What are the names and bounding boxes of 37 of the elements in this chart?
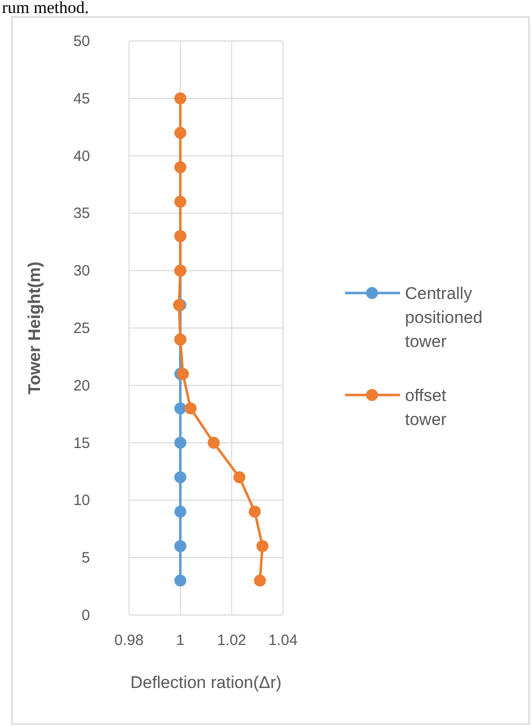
text: rum method.: [2, 0, 89, 17]
y-tick-label: 30: [73, 262, 90, 280]
x-tick-label: 1.02: [217, 632, 246, 649]
y-tick-label: 35: [73, 205, 90, 222]
y-tick-label: 15: [73, 434, 90, 452]
point: [174, 126, 186, 139]
y-tick-label: 45: [73, 90, 90, 108]
y-tick-label: 0: [82, 607, 90, 624]
x-tick-label: 1: [176, 632, 185, 649]
x-axis-title: Deflection ration(Δr): [130, 673, 282, 692]
point: [176, 368, 189, 380]
legend-label: Centrally positioned tower: [405, 284, 483, 351]
y-tick-label: 40: [73, 148, 90, 165]
point: [184, 402, 197, 414]
point: [174, 506, 186, 518]
y-tick-label: 5: [82, 550, 90, 567]
point: [174, 574, 186, 587]
point: [233, 471, 246, 484]
x-tick-label: 0.98: [114, 632, 144, 649]
point: [174, 540, 186, 552]
point: [174, 161, 186, 174]
point: [254, 574, 266, 587]
point: [208, 436, 220, 449]
point: [174, 402, 186, 414]
point: [174, 436, 186, 449]
y-tick-label: 20: [73, 377, 90, 394]
point: [174, 196, 186, 208]
x-tick-label: 1.04: [268, 632, 298, 649]
y-tick-label: 50: [73, 33, 90, 50]
point: [174, 471, 186, 484]
point: [256, 540, 268, 552]
point: [248, 506, 261, 518]
y-tick-label: 10: [73, 492, 90, 510]
legend-label: offset tower: [405, 386, 447, 429]
y-tick-label: 25: [73, 320, 90, 337]
y-axis-title: Tower Height(m): [25, 262, 44, 394]
point: [174, 92, 186, 104]
